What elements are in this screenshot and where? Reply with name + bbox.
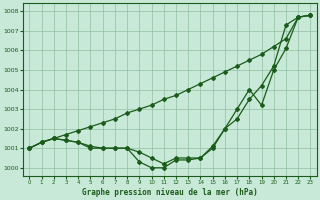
X-axis label: Graphe pression niveau de la mer (hPa): Graphe pression niveau de la mer (hPa) xyxy=(82,188,258,197)
